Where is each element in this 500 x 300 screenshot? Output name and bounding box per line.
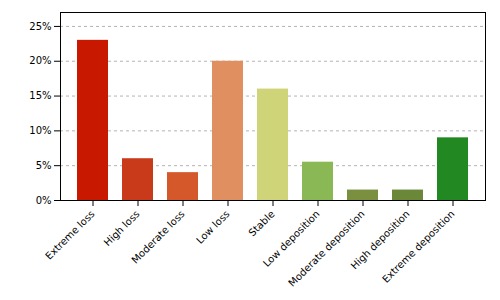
svg-text:0%: 0% bbox=[36, 195, 52, 206]
svg-text:Low deposition: Low deposition bbox=[260, 208, 322, 269]
svg-text:Moderate loss: Moderate loss bbox=[129, 208, 186, 265]
svg-text:Low loss: Low loss bbox=[194, 208, 232, 246]
svg-text:Extreme deposition: Extreme deposition bbox=[380, 208, 457, 285]
svg-text:10%: 10% bbox=[29, 125, 51, 136]
svg-text:Moderate deposition: Moderate deposition bbox=[286, 208, 367, 289]
svg-text:Stable: Stable bbox=[246, 208, 276, 238]
svg-text:25%: 25% bbox=[29, 21, 51, 32]
svg-text:5%: 5% bbox=[36, 160, 52, 171]
svg-text:High loss: High loss bbox=[102, 208, 142, 248]
svg-text:20%: 20% bbox=[29, 55, 51, 66]
svg-text:15%: 15% bbox=[29, 90, 51, 101]
svg-text:Extreme loss: Extreme loss bbox=[43, 208, 96, 261]
svg-text:High deposition: High deposition bbox=[348, 208, 412, 272]
